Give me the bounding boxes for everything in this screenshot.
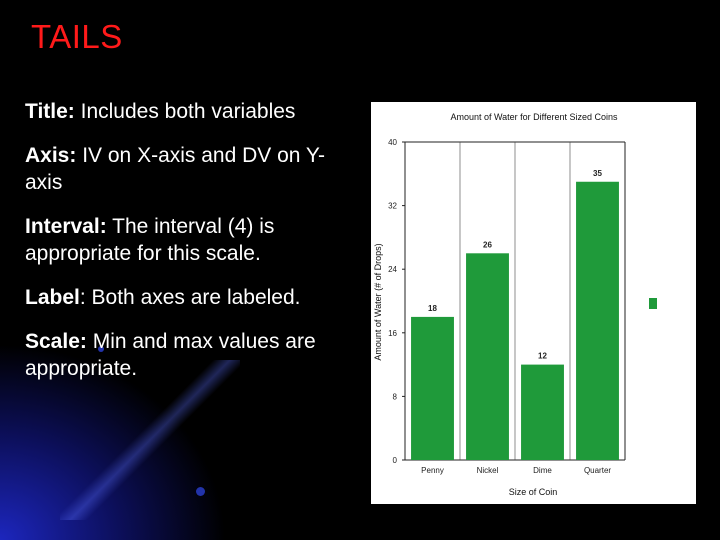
bullet-term: Interval: (25, 215, 107, 238)
y-tick-label: 32 (388, 202, 397, 211)
x-axis-label: Size of Coin (509, 487, 558, 497)
y-tick-label: 24 (388, 265, 397, 274)
bullet-list: Title: Includes both variables Axis: IV … (25, 98, 345, 399)
y-axis-label: Amount of Water (# of Drops) (373, 243, 383, 360)
bullet-title: Title: Includes both variables (25, 98, 345, 125)
x-tick-label: Nickel (477, 466, 499, 475)
bullet-text: : Both axes are labeled. (79, 286, 301, 309)
y-tick-label: 0 (393, 456, 398, 465)
decorative-dot (98, 346, 104, 352)
bar-value-label: 12 (538, 352, 547, 361)
bar-value-label: 26 (483, 240, 492, 249)
y-tick-label: 40 (388, 138, 397, 147)
bullet-scale: Scale: Min and max values are appropriat… (25, 328, 345, 382)
bullet-text: Min and max values are appropriate. (25, 330, 316, 380)
bar-chart-svg: Amount of Water for Different Sized Coin… (373, 112, 626, 497)
bullet-text: IV on X-axis and DV on Y-axis (25, 144, 326, 194)
bullet-label: Label: Both axes are labeled. (25, 284, 345, 311)
bar-value-label: 18 (428, 304, 437, 313)
x-tick-label: Dime (533, 466, 552, 475)
bullet-term: Label (25, 286, 80, 309)
chart-title: Amount of Water for Different Sized Coin… (450, 112, 618, 122)
bullet-term: Scale: (25, 330, 87, 353)
x-tick-label: Quarter (584, 466, 611, 475)
bullet-text: Includes both variables (74, 100, 296, 123)
bar (466, 253, 509, 460)
x-tick-label: Penny (421, 466, 444, 475)
y-tick-label: 8 (393, 392, 398, 401)
plot-area: 0 8 16 24 32 40 18 Penny 26 Nickel 12 Dime 35 Quarter (388, 138, 626, 475)
bullet-term: Title: (25, 100, 75, 123)
bar (411, 316, 454, 460)
bar (576, 181, 619, 460)
bullet-interval: Interval: The interval (4) is appropriat… (25, 213, 345, 267)
legend-swatch (649, 298, 657, 309)
decorative-dot (196, 487, 205, 496)
y-tick-label: 16 (388, 329, 397, 338)
bullet-axis: Axis: IV on X-axis and DV on Y-axis (25, 142, 345, 196)
bar (521, 364, 564, 460)
bar-chart: Amount of Water for Different Sized Coin… (371, 102, 696, 504)
bar-value-label: 35 (593, 169, 602, 178)
bullet-term: Axis: (25, 144, 77, 167)
slide-title: TAILS (31, 18, 123, 55)
bullet-text: The interval (4) is appropriate for this… (25, 215, 275, 265)
